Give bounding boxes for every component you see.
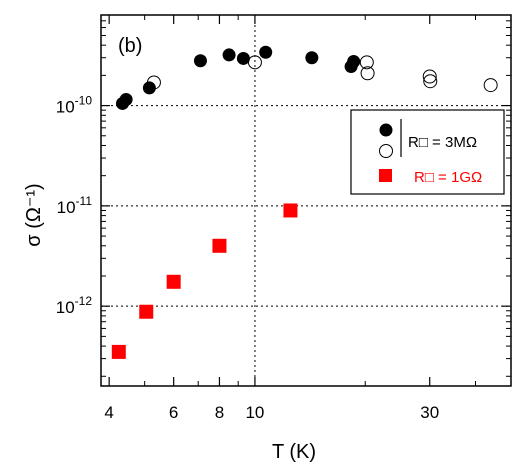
data-point-red-square bbox=[212, 238, 227, 253]
data-point-open-circle bbox=[422, 69, 437, 84]
y-tick-label: 10-11 bbox=[57, 194, 93, 217]
data-point-filled-circle bbox=[222, 48, 236, 62]
panel-label: (b) bbox=[118, 35, 142, 57]
x-tick-label: 8 bbox=[215, 403, 224, 422]
data-point-filled-circle bbox=[119, 92, 133, 106]
data-point-open-circle bbox=[483, 78, 498, 93]
axis-ticks: 10-12 10-11 10-10 4 6 8 10 30 bbox=[56, 15, 512, 422]
data-point-red-square bbox=[111, 344, 126, 359]
grid-lines bbox=[101, 15, 511, 386]
data-point-filled-circle bbox=[259, 45, 273, 59]
legend-red-square-marker bbox=[379, 169, 392, 182]
y-tick-label: 10-10 bbox=[56, 94, 93, 117]
data-point-red-square bbox=[283, 203, 298, 218]
data-point-filled-circle bbox=[236, 51, 250, 65]
x-tick-label: 10 bbox=[245, 403, 264, 422]
x-tick-label: 30 bbox=[420, 403, 439, 422]
data-point-open-circle bbox=[359, 55, 374, 70]
legend: R□ = 3MΩ R□ = 1GΩ bbox=[350, 109, 505, 195]
data-point-open-circle bbox=[423, 74, 438, 89]
plot-frame bbox=[100, 14, 512, 387]
data-point-red-square bbox=[139, 304, 154, 319]
y-tick-label: 10-12 bbox=[56, 294, 93, 317]
y-axis-title: σ (Ω⁻¹) bbox=[23, 183, 45, 246]
data-point-filled-circle bbox=[193, 54, 207, 68]
x-axis-title: T (K) bbox=[272, 441, 316, 463]
legend-label-1gohm: R□ = 1GΩ bbox=[414, 169, 482, 186]
legend-label-3mohm: R□ = 3MΩ bbox=[408, 134, 477, 151]
x-tick-label: 6 bbox=[169, 403, 178, 422]
data-point-filled-circle bbox=[305, 51, 319, 65]
data-point-open-circle bbox=[146, 75, 161, 90]
data-point-open-circle bbox=[247, 55, 262, 70]
legend-open-circle-marker bbox=[379, 144, 393, 158]
data-point-red-square bbox=[166, 274, 181, 289]
data-point-filled-circle bbox=[142, 81, 156, 95]
legend-filled-circle-marker bbox=[379, 123, 393, 137]
data-point-filled-circle bbox=[347, 55, 361, 69]
x-tick-label: 4 bbox=[104, 403, 113, 422]
data-points bbox=[111, 45, 498, 359]
data-point-open-circle bbox=[360, 66, 375, 81]
legend-box bbox=[350, 109, 505, 195]
